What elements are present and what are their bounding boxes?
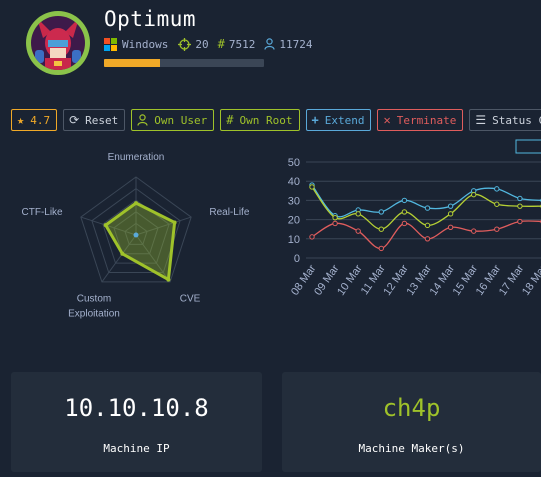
y-tick-label: 50	[288, 157, 300, 169]
legend-box	[515, 139, 541, 154]
series-point	[355, 228, 361, 234]
close-icon: ✕	[383, 113, 391, 127]
series-point	[447, 224, 454, 230]
user-icon	[264, 38, 275, 50]
reset-button[interactable]: ⟳ Reset	[63, 109, 126, 131]
radar-point	[134, 201, 138, 206]
radar-chart: Enumeration Real-Life CVE Custom Exploitatio…	[22, 152, 250, 320]
series-point	[471, 228, 477, 234]
series-point	[401, 220, 408, 227]
windows-icon	[104, 37, 117, 51]
series-point	[494, 186, 500, 192]
y-tick-label: 30	[288, 195, 300, 207]
series-point	[424, 222, 431, 229]
own-root-button[interactable]: # Own Root	[220, 109, 300, 131]
machine-meta: Windows 20 # 7512 11724	[104, 36, 321, 52]
radar-point	[166, 277, 171, 282]
user-outline-icon	[137, 114, 148, 126]
series-point	[517, 218, 523, 225]
series-point	[471, 191, 477, 198]
series-point	[332, 214, 338, 221]
series-point	[517, 203, 523, 209]
series-point	[494, 201, 500, 207]
series-point	[378, 245, 385, 252]
machine-ip-card: 10.10.10.8 Machine IP	[11, 372, 262, 472]
series-point	[424, 205, 431, 211]
hash-icon: #	[226, 113, 234, 127]
points-value: 20	[195, 37, 209, 51]
root-owns-value: 7512	[228, 37, 256, 51]
action-bar: ★ 4.7 ⟳ Reset Own User # Own Root + Exte…	[11, 109, 541, 131]
hash-icon: #	[217, 37, 225, 51]
radar-spoke	[135, 234, 171, 283]
own-root-label: Own Root	[239, 113, 293, 127]
series-point	[378, 209, 385, 215]
own-user-label: Own User	[154, 113, 208, 127]
series-point	[309, 234, 315, 240]
radar-spoke	[80, 216, 137, 236]
series-point	[494, 226, 500, 232]
series-point	[517, 195, 523, 202]
user-owns-value: 11724	[279, 37, 313, 51]
os-name: Windows	[122, 37, 169, 51]
terminate-button[interactable]: ✕ Terminate	[377, 109, 464, 131]
series-point	[447, 203, 454, 209]
machine-maker-card: ch4p Machine Maker(s)	[282, 372, 541, 472]
status-check-label: Status Che	[492, 113, 541, 127]
reset-label: Reset	[85, 113, 119, 127]
plus-icon: +	[311, 113, 319, 127]
own-user-button[interactable]: Own User	[131, 109, 215, 131]
radar-grid-ring	[91, 187, 181, 274]
radar-axis-label: Custom Exploitation	[68, 293, 120, 319]
radar-grid-ring	[102, 199, 170, 264]
radar-axis-label: CVE	[180, 293, 201, 304]
avatar-image-icon	[31, 16, 85, 70]
series-point	[332, 220, 338, 227]
terminate-label: Terminate	[396, 113, 457, 127]
owned-progress-fill	[104, 59, 160, 67]
list-icon: ☰	[475, 113, 487, 127]
machine-maker-label: Machine Maker(s)	[358, 442, 465, 455]
machine-maker-value[interactable]: ch4p	[382, 394, 441, 422]
series-point	[309, 184, 315, 190]
radar-axis-label: CTF-Like	[22, 207, 64, 218]
y-tick-label: 40	[288, 176, 300, 188]
radar-grid-ring	[80, 176, 192, 283]
radar-center-point	[133, 232, 139, 238]
machine-avatar	[26, 11, 90, 75]
rating-button[interactable]: ★ 4.7	[11, 109, 58, 131]
y-tick-label: 20	[288, 215, 300, 227]
extend-label: Extend	[324, 113, 365, 127]
radar-axis-label: Real-Life	[209, 207, 249, 218]
series-point	[355, 211, 361, 217]
machine-ip-value[interactable]: 10.10.10.8	[64, 394, 209, 422]
series-point	[401, 197, 408, 204]
radar-axis-label: Enumeration	[108, 152, 165, 163]
series-point	[447, 211, 454, 217]
machine-name: Optimum	[104, 7, 197, 31]
status-check-button[interactable]: ☰ Status Che	[469, 109, 541, 131]
radar-grid-ring	[113, 211, 159, 255]
radar-spoke	[135, 216, 192, 236]
extend-button[interactable]: + Extend	[305, 109, 372, 131]
owned-progress-bar	[104, 59, 264, 67]
machine-ip-label: Machine IP	[103, 442, 170, 455]
radar-grid-ring	[124, 222, 148, 245]
series-point	[378, 226, 385, 232]
series-line-0	[311, 184, 541, 218]
radar-point	[103, 223, 108, 228]
refresh-icon: ⟳	[69, 113, 80, 127]
radar-point	[120, 251, 125, 256]
y-tick-label: 0	[294, 253, 300, 265]
series-point	[401, 209, 408, 215]
radar-data-area	[104, 201, 177, 282]
radar-point	[172, 220, 177, 225]
series-point	[424, 236, 431, 242]
rating-value: 4.7	[30, 113, 51, 127]
radar-spoke	[101, 234, 137, 283]
y-tick-label: 10	[288, 234, 300, 246]
crosshair-icon	[178, 37, 192, 51]
star-icon: ★	[17, 113, 25, 127]
